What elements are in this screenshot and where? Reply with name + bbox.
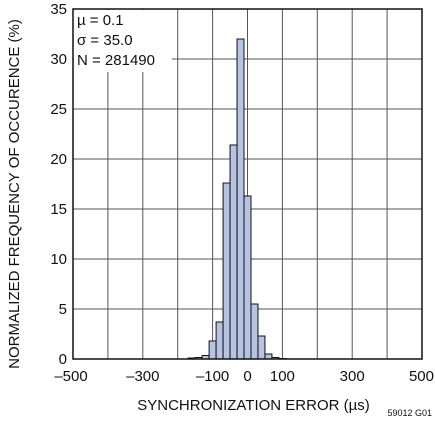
plot-frame [72, 8, 423, 360]
histogram-bar [215, 321, 224, 360]
x-tick-label: –100 [196, 368, 229, 385]
y-tick-label: 5 [59, 301, 67, 318]
y-tick-label: 25 [50, 101, 67, 118]
stats-n-label: N = 281490 [77, 52, 155, 69]
y-tick-label: 30 [50, 51, 67, 68]
y-tick-label: 35 [50, 1, 67, 18]
histogram-bar [236, 38, 245, 360]
histogram-bar [222, 182, 231, 360]
figure-code-label: 59012 G01 [387, 408, 432, 418]
axis-ticks: 0 5 10 15 20 25 30 35 –500 –300 –100 0 100 300 500 [50, 1, 434, 385]
grid-lines [73, 9, 422, 359]
plot-border [72, 8, 423, 360]
histogram-bars [187, 38, 287, 360]
histogram-bar [243, 195, 252, 360]
x-tick-label: 300 [340, 368, 365, 385]
stats-background [74, 10, 172, 72]
x-tick-label: –500 [54, 368, 87, 385]
x-tick-label: 0 [243, 368, 251, 385]
y-axis-title: NORMALIZED FREQUENCY OF OCCURENCE (%) [6, 19, 23, 369]
histogram-bar [208, 340, 217, 360]
x-tick-label: 100 [270, 368, 295, 385]
histogram-bar [257, 335, 266, 360]
x-axis-title: SYNCHRONIZATION ERROR (µs) [137, 397, 370, 414]
y-tick-label: 10 [50, 251, 67, 268]
y-tick-label: 0 [59, 351, 67, 368]
y-tick-label: 20 [50, 151, 67, 168]
stats-mu-label: µ = 0.1 [77, 12, 124, 29]
y-tick-label: 15 [50, 201, 67, 218]
stats-sigma-label: σ = 35.0 [77, 32, 133, 49]
x-tick-label: –300 [126, 368, 159, 385]
stats-box: µ = 0.1 σ = 35.0 N = 281490 [74, 10, 172, 72]
x-tick-label: 500 [409, 368, 434, 385]
histogram-bar [250, 303, 259, 360]
histogram-bar [229, 144, 238, 360]
